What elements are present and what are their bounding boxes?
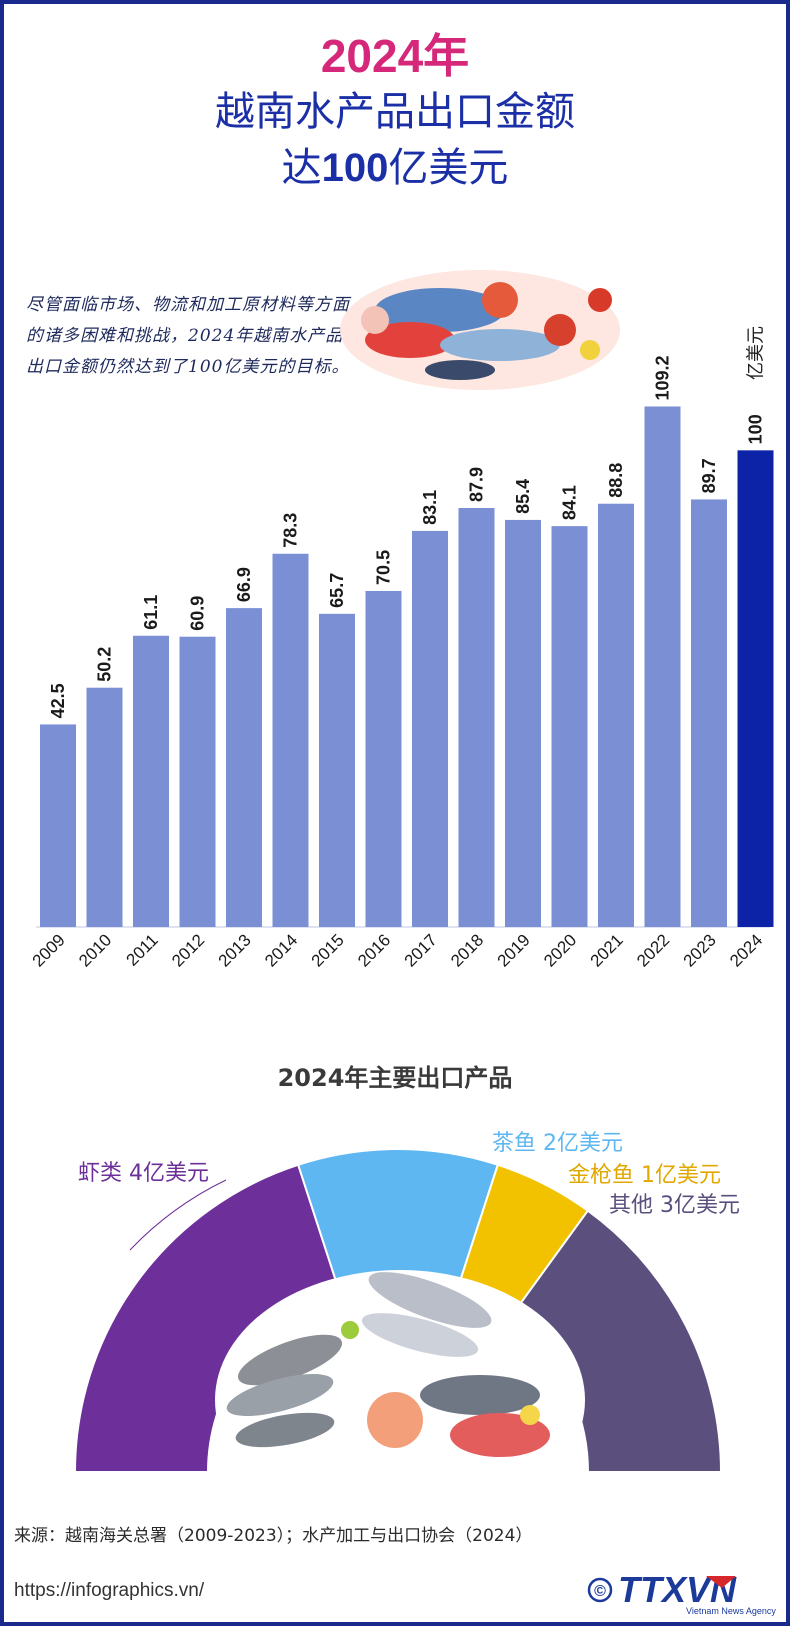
bar-2013 [226, 608, 262, 927]
y-unit-label: 亿美元 [746, 326, 767, 380]
x-tick-label: 2010 [75, 930, 115, 970]
bar-2022 [644, 406, 681, 928]
source-note: 来源：越南海关总署（2009-2023）；水产加工与出口协会（2024） [14, 1526, 533, 1546]
x-tick-label: 2016 [354, 930, 394, 970]
x-tick-label: 2013 [215, 930, 255, 970]
x-tick-label: 2017 [401, 930, 441, 970]
bar-value-label: 70.5 [374, 550, 394, 585]
bar-2012 [179, 636, 216, 927]
bar-value-label: 65.7 [327, 573, 347, 608]
x-tick-label: 2022 [633, 930, 673, 970]
logo-subtitle: Vietnam News Agency [686, 1606, 776, 1616]
title-line-2-number: 100 [321, 146, 389, 190]
logo-text: TTXVN [618, 1569, 737, 1610]
bar-value-label: 42.5 [48, 683, 68, 718]
title-year: 2024年 [320, 30, 470, 82]
bar-2011 [133, 635, 169, 927]
title-line-1: 越南水产品出口金额 [215, 89, 575, 135]
bar-value-label: 84.1 [560, 485, 580, 520]
bar-value-label: 100 [746, 414, 766, 444]
pie-leader-line [129, 1179, 227, 1251]
bar-2018 [458, 508, 495, 927]
bar-value-label: 89.7 [699, 458, 719, 493]
title-line-2: 达100亿美元 [0, 140, 790, 196]
bar-2015 [319, 613, 355, 927]
x-tick-label: 2020 [540, 930, 580, 970]
website-url[interactable]: https://infographics.vn/ [14, 1580, 205, 1601]
bar-2024 [737, 450, 774, 927]
bar-value-label: 66.9 [234, 567, 254, 602]
intro-text: 尽管面临市场、物流和加工原材料等方面的诸多困难和挑战，2024年越南水产品出口金… [26, 295, 350, 377]
bar-2009 [40, 724, 76, 927]
seafood-illustration [340, 270, 620, 390]
bar-2010 [86, 687, 123, 927]
bar-value-label: 85.4 [513, 479, 533, 514]
bar-2020 [551, 526, 588, 927]
pie-slice-label: 茶鱼 2亿美元 [492, 1131, 623, 1156]
bar-value-label: 78.3 [281, 513, 301, 548]
bar-value-label: 61.1 [141, 595, 161, 630]
title-line-2-post: 亿美元 [388, 145, 509, 191]
pie-chart-title: 2024年主要出口产品 [277, 1064, 513, 1092]
bar-2017 [412, 530, 448, 927]
x-tick-label: 2015 [308, 930, 348, 970]
x-tick-label: 2012 [168, 930, 208, 970]
title-block: 2024年 越南水产品出口金额 达100亿美元 [0, 28, 790, 196]
bar-value-label: 87.9 [467, 467, 487, 502]
bar-value-label: 60.9 [188, 596, 208, 631]
x-tick-label: 2009 [29, 930, 69, 970]
bar-2014 [272, 553, 309, 927]
bar-value-label: 50.2 [95, 647, 115, 682]
bar-2019 [505, 519, 541, 927]
copyright-symbol: © [594, 1583, 606, 1600]
bar-chart: 42.5 2009 50.2 2010 61.1 2011 60.9 2012 66.9 2013… [29, 326, 774, 971]
bar-value-label: 83.1 [420, 490, 440, 525]
x-tick-label: 2011 [123, 930, 162, 969]
bar-2016 [365, 590, 402, 927]
bar-value-label: 88.8 [606, 463, 626, 498]
title-line-2-pre: 达 [281, 145, 322, 191]
x-tick-label: 2021 [587, 930, 627, 970]
x-tick-label: 2023 [680, 930, 720, 970]
ttxvn-logo: © TTXVN Vietnam News Agency [587, 1569, 776, 1616]
bar-value-label: 109.2 [653, 355, 673, 400]
pie-slice-label: 其他 3亿美元 [609, 1193, 740, 1218]
bar-2023 [691, 499, 727, 927]
x-tick-label: 2024 [726, 930, 766, 970]
x-tick-label: 2018 [447, 930, 487, 970]
x-tick-label: 2014 [261, 930, 301, 970]
pie-slice-label: 虾类 4亿美元 [78, 1161, 209, 1186]
pie-slice-label: 金枪鱼 1亿美元 [568, 1163, 721, 1188]
x-tick-label: 2019 [494, 930, 534, 970]
bar-2021 [598, 503, 634, 927]
pie-center-illustration [215, 1270, 585, 1530]
